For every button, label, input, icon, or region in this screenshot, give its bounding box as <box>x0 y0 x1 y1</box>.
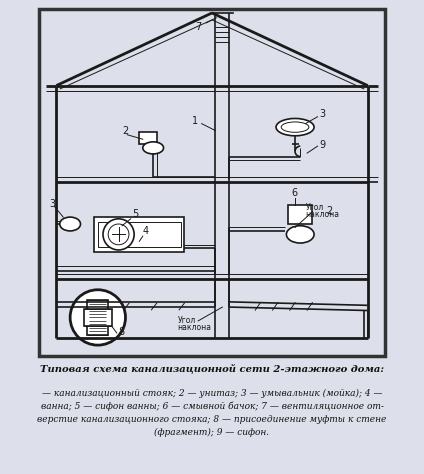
Ellipse shape <box>281 122 309 132</box>
Text: 3: 3 <box>49 199 56 209</box>
Text: 8: 8 <box>119 327 125 337</box>
Text: 5: 5 <box>132 209 139 219</box>
Ellipse shape <box>276 118 314 136</box>
Ellipse shape <box>60 217 81 231</box>
Ellipse shape <box>143 142 164 154</box>
Text: 1: 1 <box>192 116 198 126</box>
Ellipse shape <box>286 226 314 243</box>
Bar <box>139 132 156 145</box>
Bar <box>84 309 112 326</box>
Circle shape <box>103 219 134 250</box>
Text: Угол: Угол <box>305 203 324 212</box>
Text: Угол: Угол <box>177 316 195 325</box>
Text: 4: 4 <box>143 227 149 237</box>
Text: 3: 3 <box>319 109 325 119</box>
Circle shape <box>108 224 129 245</box>
Text: 9: 9 <box>319 140 325 150</box>
Text: наклона: наклона <box>305 210 340 219</box>
Text: 2: 2 <box>122 126 128 136</box>
Bar <box>87 300 108 335</box>
Text: 2: 2 <box>326 206 332 216</box>
Text: — канализационный стояк; 2 — унитаз; 3 — умывальник (мойка); 4 —
ванна; 5 — сифо: — канализационный стояк; 2 — унитаз; 3 —… <box>37 389 387 438</box>
Text: 6: 6 <box>292 188 298 198</box>
Text: 7: 7 <box>195 18 217 32</box>
Bar <box>288 205 312 224</box>
Bar <box>98 222 181 246</box>
Text: Типовая схема канализационной сети 2-этажного дома:: Типовая схема канализационной сети 2-эта… <box>40 364 384 374</box>
Bar <box>95 217 184 252</box>
Circle shape <box>70 290 126 345</box>
Text: наклона: наклона <box>177 322 212 331</box>
